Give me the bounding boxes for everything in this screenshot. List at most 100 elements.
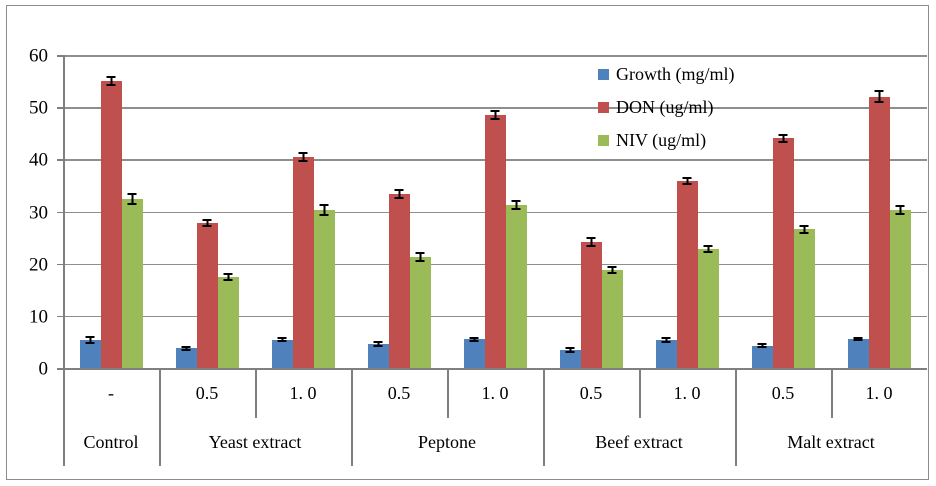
bar-niv-7 <box>793 224 815 368</box>
x-axis-line <box>63 368 927 370</box>
bar-cluster-3 <box>351 55 447 368</box>
legend-swatch-icon <box>598 68 609 80</box>
x-category-label: 0.5 <box>387 383 411 403</box>
y-tick-40 <box>57 159 63 161</box>
bar-cluster-0 <box>63 55 159 368</box>
error-bar-line <box>707 246 709 252</box>
error-bar <box>106 76 116 86</box>
group-divider <box>543 368 545 466</box>
bar-cluster-7 <box>735 55 831 368</box>
error-bar-line <box>590 238 592 245</box>
subcategory-divider <box>447 368 449 418</box>
error-bar <box>853 337 863 342</box>
bar-niv-3 <box>409 252 431 368</box>
y-tick-label-20: 20 <box>29 254 48 276</box>
error-bar <box>469 336 479 342</box>
error-bar <box>565 346 575 353</box>
group-divider <box>351 368 353 466</box>
x-category-label: 1. 0 <box>289 383 317 403</box>
bar-cluster-4 <box>447 55 543 368</box>
error-bar <box>223 273 233 282</box>
bar-cluster-2 <box>255 55 351 368</box>
bar-growth-1 <box>175 345 197 368</box>
y-tick-label-0: 0 <box>38 358 49 380</box>
bar-niv-8 <box>889 204 911 368</box>
bar-cluster-1 <box>159 55 255 368</box>
y-tick-10 <box>57 315 63 318</box>
error-bar <box>127 192 137 206</box>
error-bar-line <box>803 226 805 232</box>
bar-don-2 <box>292 152 314 368</box>
error-bar-line <box>185 347 187 349</box>
legend-swatch-icon <box>598 101 609 113</box>
error-bar <box>415 252 425 262</box>
bar-niv-4 <box>505 200 527 368</box>
error-bar-line <box>206 220 208 226</box>
bar-growth-6 <box>655 336 677 368</box>
error-bar <box>661 336 671 343</box>
bar-niv-5 <box>601 265 623 368</box>
bar-growth-5 <box>559 346 581 368</box>
x-category-label: 1. 0 <box>673 383 701 403</box>
bar-growth-0 <box>79 336 101 368</box>
error-bar <box>703 244 713 254</box>
subcategory-divider <box>255 368 257 418</box>
error-bar <box>319 203 329 217</box>
y-tick-30 <box>57 211 63 213</box>
legend-item: Growth (mg/ml) <box>598 64 735 84</box>
subcategory-divider <box>639 368 641 418</box>
bar-cluster-6 <box>639 55 735 368</box>
error-bar-line <box>419 254 421 260</box>
bar-growth-3 <box>367 340 389 368</box>
error-bar-line <box>878 92 880 101</box>
y-tick-50 <box>57 107 63 109</box>
group-divider <box>735 368 737 466</box>
bar-don-5 <box>580 236 602 368</box>
y-tick-20 <box>57 263 63 266</box>
x-category-label: - <box>108 383 114 403</box>
error-bar <box>202 218 212 228</box>
gridline-y-50 <box>63 107 927 109</box>
error-bar-line <box>110 78 112 84</box>
error-bar-line <box>569 348 571 351</box>
error-bar <box>277 337 287 343</box>
error-bar <box>757 342 767 349</box>
legend: Growth (mg/ml) DON (ug/ml) NIV (ug/ml) <box>598 64 735 150</box>
bar-don-3 <box>388 188 410 368</box>
group-divider <box>159 368 161 466</box>
x-group-label: Yeast extract <box>208 432 302 452</box>
bar-growth-2 <box>271 337 293 368</box>
bar-cluster-5 <box>543 55 639 368</box>
bar-don-4 <box>484 109 506 368</box>
bar-niv-0 <box>121 192 143 368</box>
error-bar-line <box>494 111 496 119</box>
error-bar-line <box>398 190 400 197</box>
error-bar-line <box>377 342 379 346</box>
error-bar <box>874 90 884 103</box>
error-bar-line <box>515 202 517 209</box>
bar-don-6 <box>676 177 698 368</box>
bar-growth-7 <box>751 342 773 368</box>
y-tick-label-60: 60 <box>29 45 48 67</box>
error-bar <box>778 133 788 144</box>
error-bar-line <box>302 154 304 161</box>
error-bar <box>298 152 308 163</box>
error-bar-line <box>782 135 784 142</box>
bar-niv-2 <box>313 203 335 368</box>
bar-don-1 <box>196 218 218 368</box>
error-bar <box>373 340 383 348</box>
error-bar-line <box>899 206 901 214</box>
bar-niv-6 <box>697 244 719 368</box>
chart-outer-border <box>6 5 929 480</box>
bar-growth-4 <box>463 336 485 368</box>
y-tick-label-10: 10 <box>29 306 48 328</box>
legend-label: DON (ug/ml) <box>616 97 714 117</box>
error-bar-line <box>131 194 133 204</box>
error-bar-line <box>611 267 613 273</box>
error-bar-line <box>323 205 325 215</box>
subcategory-divider <box>831 368 833 418</box>
x-group-label: Peptone <box>418 432 476 452</box>
legend-item: DON (ug/ml) <box>598 97 735 117</box>
legend-item: NIV (ug/ml) <box>598 130 735 150</box>
error-bar-line <box>89 338 91 342</box>
